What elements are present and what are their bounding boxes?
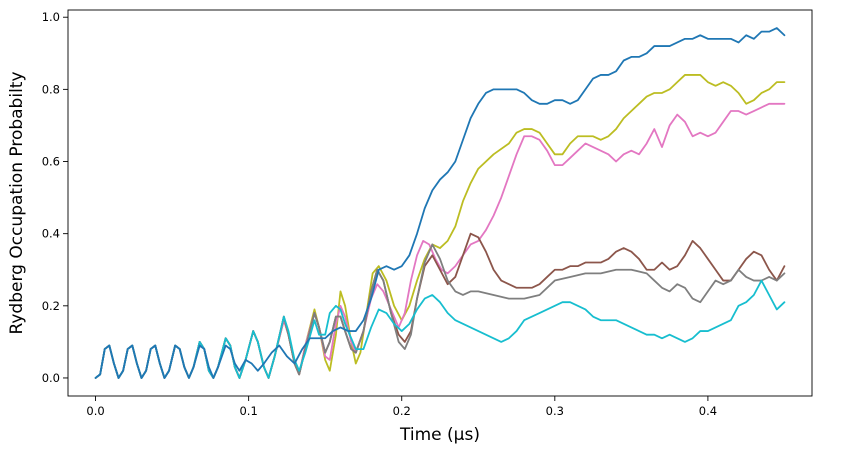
y-tick-label: 0.4	[42, 227, 60, 241]
x-axis: 0.0 0.1 0.2 0.3 0.4	[86, 396, 717, 418]
y-tick-label: 0.0	[42, 371, 60, 385]
y-tick-label: 1.0	[42, 10, 60, 24]
series-line-6	[94, 27, 786, 379]
series-line-2	[94, 102, 786, 379]
series-line-4	[94, 243, 786, 379]
y-tick-label: 0.2	[42, 299, 60, 313]
series-line-5	[94, 279, 786, 379]
x-axis-title: Time (μs)	[399, 425, 480, 445]
x-tick-label: 0.1	[239, 404, 257, 418]
x-tick-label: 0.0	[86, 404, 104, 418]
x-tick-label: 0.3	[546, 404, 564, 418]
series-line-1	[94, 74, 786, 379]
series-line-3	[94, 232, 786, 379]
x-tick-label: 0.2	[393, 404, 411, 418]
x-tick-label: 0.4	[699, 404, 717, 418]
y-axis: 0.0 0.2 0.4 0.6 0.8 1.0	[42, 10, 68, 385]
y-tick-label: 0.8	[42, 82, 60, 96]
y-tick-label: 0.6	[42, 155, 60, 169]
y-axis-title: Rydberg Occupation Probabilty	[7, 71, 27, 334]
series-layer	[94, 27, 786, 379]
plot-frame	[67, 9, 813, 397]
